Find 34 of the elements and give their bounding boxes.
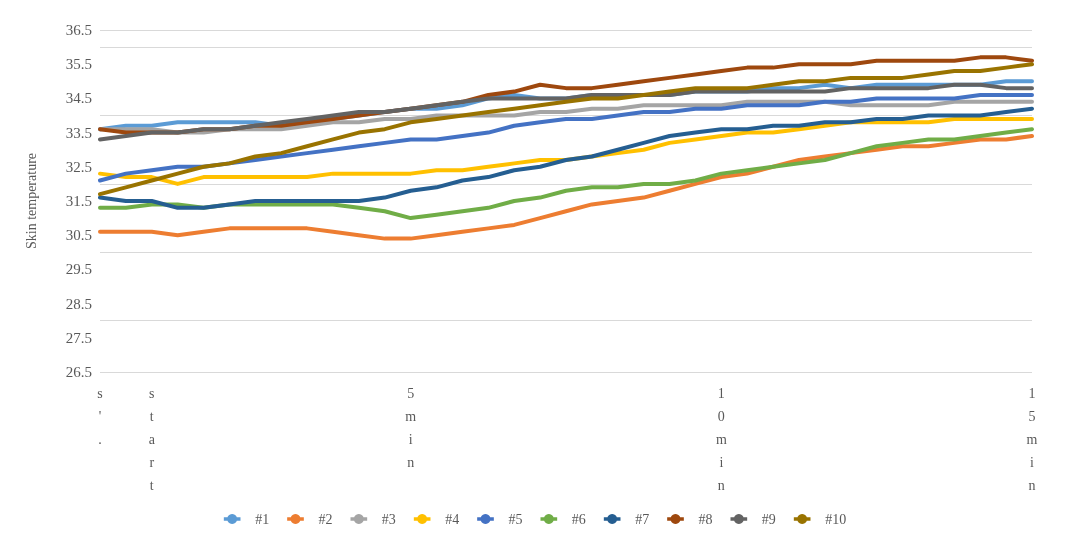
- legend-label: #3: [381, 511, 396, 527]
- line-series: [98, 116, 1034, 186]
- x-tick-label: s'.: [97, 386, 103, 447]
- y-axis-title: Skin temperature: [23, 152, 39, 250]
- y-tick-label: 33.5: [65, 124, 92, 141]
- line-series: [98, 62, 1034, 197]
- legend-label: #6: [571, 511, 586, 527]
- y-tick-label: 26.5: [65, 364, 92, 380]
- legend-label: #8: [698, 511, 713, 527]
- y-tick-label: 31.5: [65, 193, 92, 209]
- legend-label: #4: [445, 511, 460, 527]
- legend-label: #10: [825, 511, 847, 527]
- y-tick-label: 27.5: [65, 329, 92, 346]
- legend-label: #9: [761, 511, 776, 527]
- line-series: [98, 106, 1034, 210]
- x-tick-label: 15 min: [1026, 386, 1038, 493]
- legend-label: #1: [255, 511, 270, 527]
- line-series: [98, 134, 1034, 241]
- y-tick-label: 32.5: [65, 158, 92, 175]
- y-tick-label: 34.5: [65, 90, 92, 107]
- y-tick-label: 35.5: [65, 56, 92, 73]
- y-tick-label: 30.5: [65, 227, 92, 244]
- legend-label: #7: [635, 511, 650, 527]
- y-tick-label: 36.5: [65, 22, 92, 38]
- x-tick-label: start: [148, 386, 156, 493]
- legend-label: #5: [508, 511, 523, 527]
- line-series: [98, 82, 1034, 142]
- line-series: [98, 92, 1034, 183]
- legend-label: #2: [318, 511, 333, 527]
- y-tick-label: 28.5: [65, 295, 92, 312]
- x-tick-label: 5 min: [405, 386, 417, 470]
- y-tick-label: 29.5: [65, 261, 92, 278]
- x-tick-label: 10 min: [715, 386, 727, 493]
- line-series: [98, 127, 1034, 221]
